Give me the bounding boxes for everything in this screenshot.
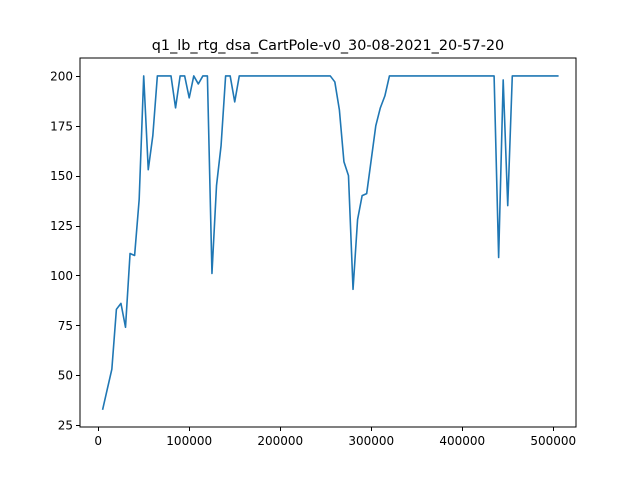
x-tick-label-4: 400000 [439, 434, 485, 448]
y-tick-label-0: 25 [58, 419, 73, 433]
x-tick-label-0: 0 [94, 434, 102, 448]
x-tick-label-1: 100000 [166, 434, 212, 448]
chart-title: q1_lb_rtg_dsa_CartPole-v0_30-08-2021_20-… [152, 38, 504, 54]
x-tick-label-3: 300000 [348, 434, 394, 448]
y-tick-label-3: 100 [50, 269, 73, 283]
series-line-0 [101, 75, 559, 411]
y-tick-label-5: 150 [50, 169, 73, 183]
axes-layer: 0 100000 200000 300000 400000 500000 25 50 75 100… [50, 57, 577, 448]
y-tick-label-7: 200 [50, 69, 73, 83]
plot-frame [79, 57, 577, 428]
y-tick-label-2: 75 [58, 319, 73, 333]
series-layer [101, 75, 559, 411]
x-tick-label-2: 200000 [257, 434, 303, 448]
x-tick-label-5: 500000 [530, 434, 576, 448]
y-tick-label-1: 50 [58, 369, 73, 383]
y-tick-label-6: 175 [50, 119, 73, 133]
y-tick-label-4: 125 [50, 219, 73, 233]
